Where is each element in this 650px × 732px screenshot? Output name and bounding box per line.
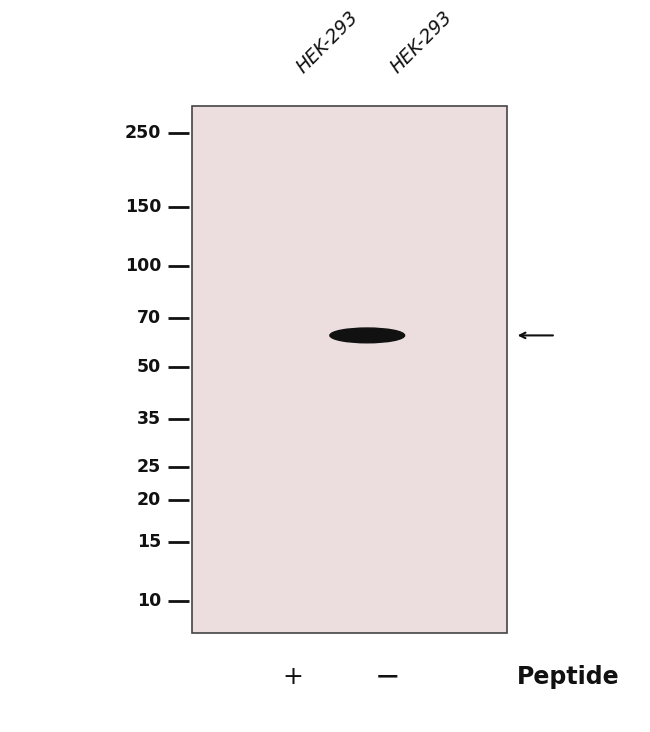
Text: 15: 15 <box>137 533 161 550</box>
Text: 35: 35 <box>137 410 161 427</box>
Bar <box>192 106 507 633</box>
Text: 50: 50 <box>137 358 161 376</box>
Text: 20: 20 <box>137 491 161 509</box>
Text: 150: 150 <box>125 198 161 216</box>
Text: 10: 10 <box>137 591 161 610</box>
Ellipse shape <box>330 328 404 343</box>
Text: Peptide: Peptide <box>517 665 619 689</box>
Text: HEK-293: HEK-293 <box>387 8 456 77</box>
Text: +: + <box>282 665 303 689</box>
Text: 70: 70 <box>137 309 161 326</box>
Text: 250: 250 <box>125 124 161 142</box>
Text: −: − <box>374 662 400 692</box>
Text: 25: 25 <box>137 458 161 477</box>
Text: 100: 100 <box>125 257 161 275</box>
Text: HEK-293: HEK-293 <box>292 8 362 77</box>
